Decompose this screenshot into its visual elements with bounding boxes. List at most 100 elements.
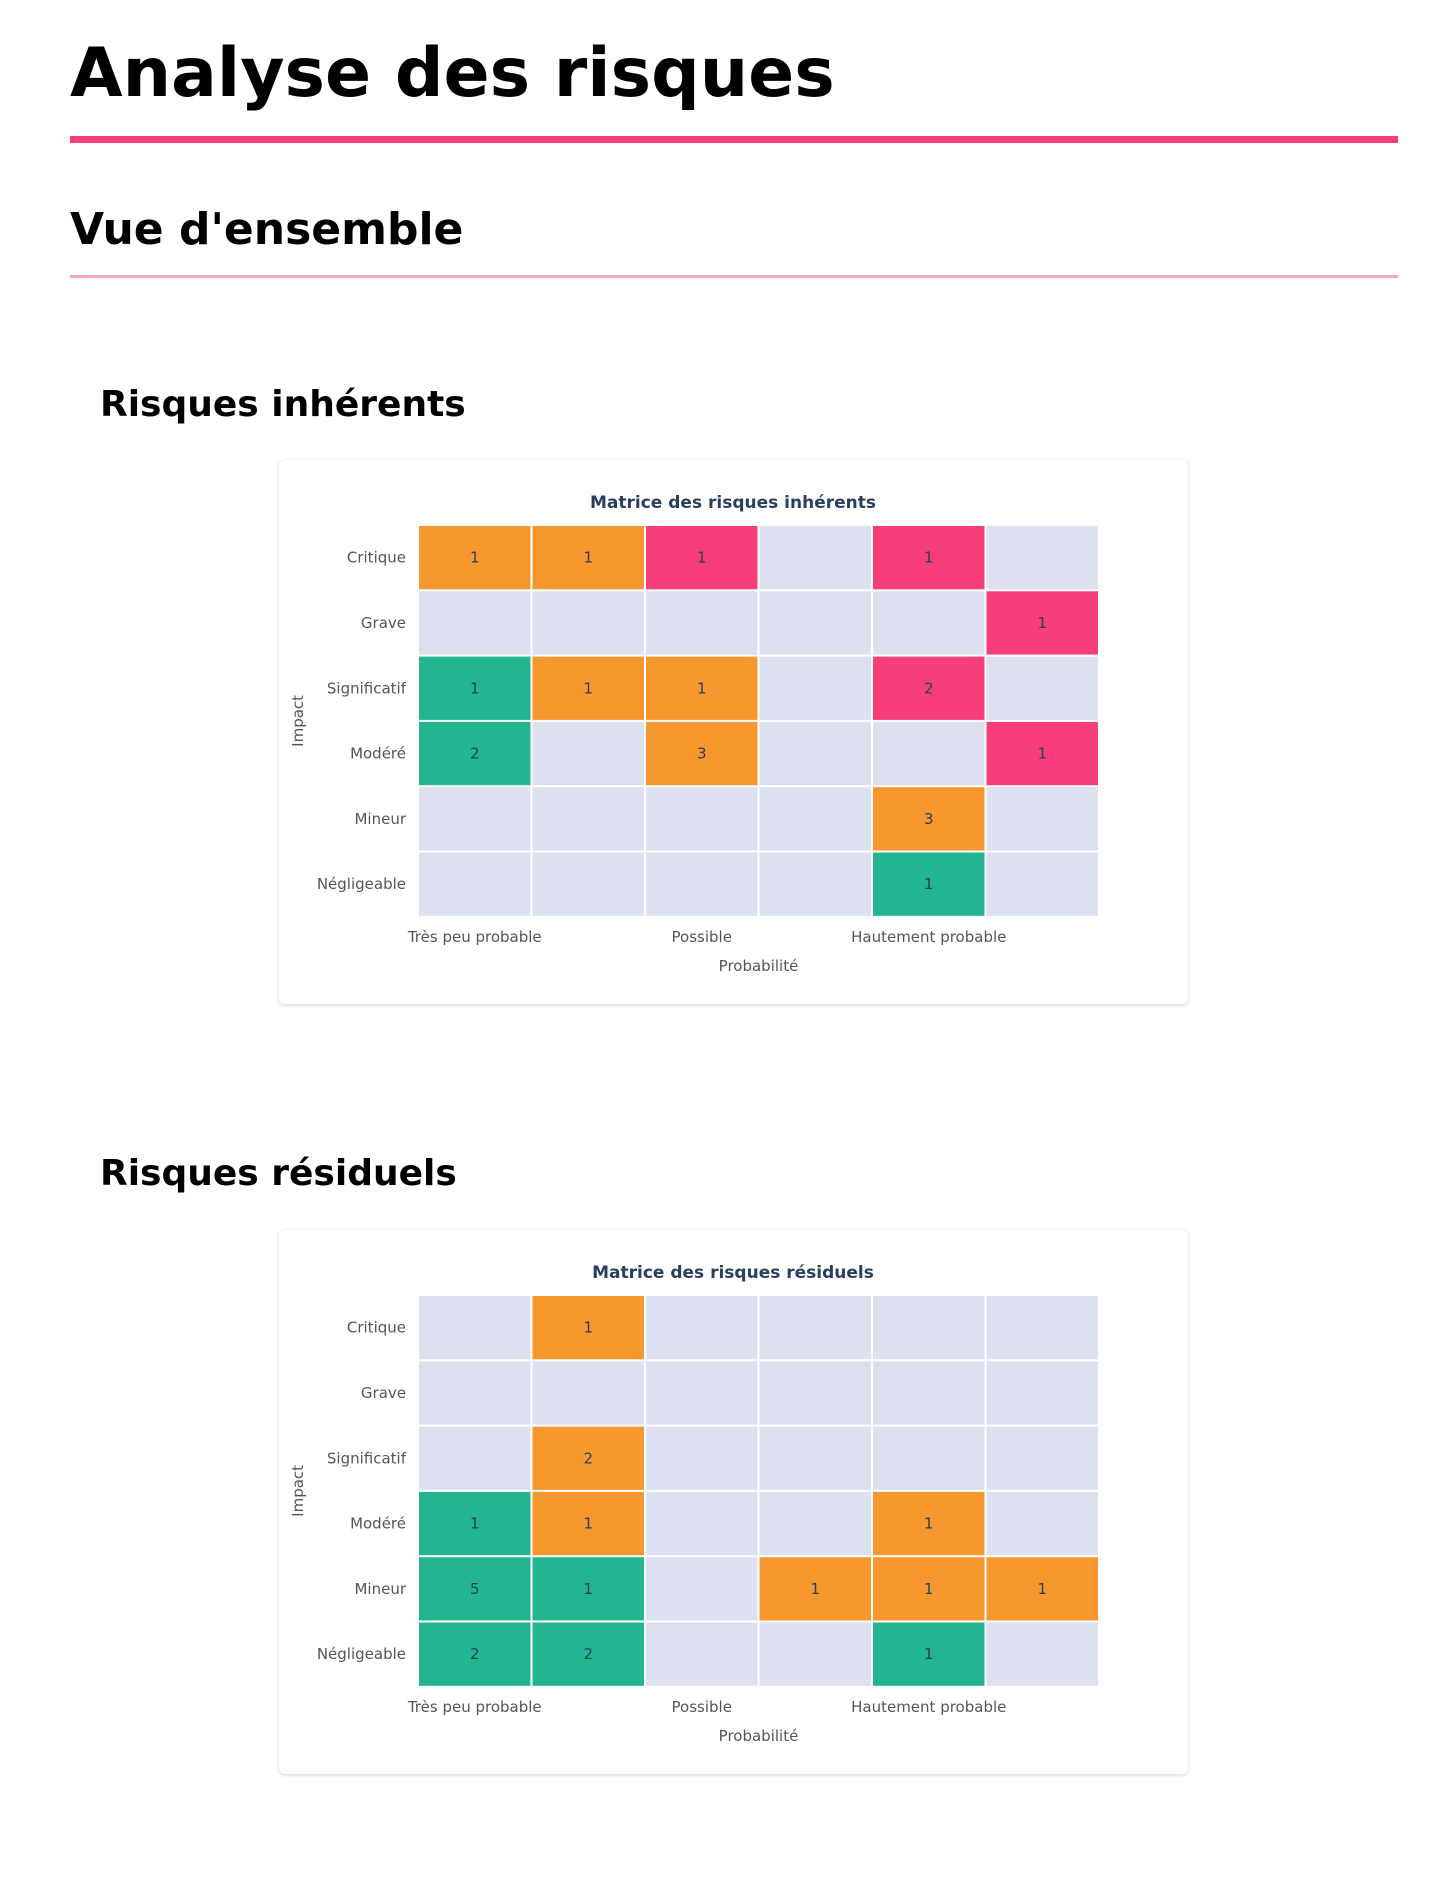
matrix-cell (986, 591, 1098, 655)
matrix-cell (419, 1426, 531, 1490)
matrix-cell (873, 1622, 985, 1686)
chart-title: Matrice des risques résiduels (592, 1263, 874, 1283)
matrix-cell (532, 591, 644, 655)
cell-count-label: 1 (583, 549, 593, 567)
matrix-cell (759, 1296, 871, 1360)
cell-count-label: 1 (583, 1580, 593, 1598)
matrix-cell (986, 1296, 1098, 1360)
y-tick-label: Mineur (354, 1580, 406, 1598)
cell-count-label: 2 (470, 1645, 480, 1663)
matrix-cell (873, 787, 985, 851)
x-tick-label: Très peu probable (407, 1698, 542, 1716)
matrix-cell (419, 1557, 531, 1621)
matrix-cell (986, 852, 1098, 916)
cell-count-label: 1 (470, 679, 480, 697)
y-tick-label: Critique (347, 549, 406, 567)
matrix-cell (759, 721, 871, 786)
matrix-cell (532, 656, 644, 720)
matrix-cell (419, 721, 531, 786)
matrix-cell (419, 1296, 531, 1360)
cell-count-label: 1 (470, 549, 480, 567)
page-title: Analyse des risques (70, 34, 835, 113)
matrix-cell (646, 787, 758, 851)
y-tick-label: Significatif (327, 1449, 407, 1467)
y-axis-label: Impact (289, 1465, 307, 1517)
matrix-cell (873, 852, 985, 916)
matrix-cell (873, 1296, 985, 1360)
matrix-cell (646, 1296, 758, 1360)
matrix-cell (419, 787, 531, 851)
residual-risk-matrix-chart: Matrice des risques résiduels 1 2 1 1 1 5 1 1 1 1 2… (289, 1263, 1098, 1745)
matrix-cell (532, 526, 644, 590)
matrix-cell (759, 1491, 871, 1556)
matrix-cell (759, 787, 871, 851)
matrix-cell (759, 1426, 871, 1490)
matrix-cell (986, 1426, 1098, 1490)
matrix-cell (986, 656, 1098, 720)
cell-count-label: 2 (924, 679, 934, 697)
matrix-cell (986, 1622, 1098, 1686)
y-tick-label: Grave (361, 614, 406, 632)
y-tick-label: Modéré (350, 745, 406, 763)
matrix-cell (646, 1361, 758, 1425)
inherent-risks-title: Risques inhérents (100, 384, 466, 425)
title-divider (70, 136, 1398, 143)
matrix-cell (532, 721, 644, 786)
matrix-cell (646, 1557, 758, 1621)
matrix-cell (419, 1491, 531, 1556)
y-tick-label: Grave (361, 1384, 406, 1402)
section-divider (70, 275, 1398, 278)
matrix-cell (646, 852, 758, 916)
matrix-cell (532, 1361, 644, 1425)
x-tick-label: Possible (672, 1698, 732, 1716)
matrix-cell (873, 526, 985, 590)
matrix-cell (532, 1491, 644, 1556)
y-tick-label: Significatif (327, 679, 407, 697)
y-tick-label: Modéré (350, 1515, 406, 1533)
matrix-cell (986, 1557, 1098, 1621)
x-tick-label: Très peu probable (407, 928, 542, 946)
matrix-cell (873, 1426, 985, 1490)
matrix-cell (986, 1491, 1098, 1556)
y-tick-label: Critique (347, 1319, 406, 1337)
cell-count-label: 3 (924, 810, 934, 828)
matrix-cell (986, 1361, 1098, 1425)
cell-count-label: 1 (810, 1580, 820, 1598)
matrix-cell (873, 656, 985, 720)
matrix-cell (419, 526, 531, 590)
cell-count-label: 1 (924, 1580, 934, 1598)
cell-count-label: 2 (583, 1449, 593, 1467)
y-tick-label: Négligeable (317, 875, 406, 893)
matrix-cell (759, 1361, 871, 1425)
matrix-cell (646, 1491, 758, 1556)
matrix-cell (759, 526, 871, 590)
matrix-cell (419, 1361, 531, 1425)
matrix-cell (873, 1491, 985, 1556)
cell-count-label: 1 (924, 1515, 934, 1533)
x-tick-label: Hautement probable (851, 928, 1006, 946)
matrix-cell (419, 1622, 531, 1686)
matrix-cell (873, 1557, 985, 1621)
matrix-cell (532, 1622, 644, 1686)
matrix-cell (759, 656, 871, 720)
x-tick-label: Hautement probable (851, 1698, 1006, 1716)
matrix-cell (646, 526, 758, 590)
matrix-cell (873, 1361, 985, 1425)
cell-count-label: 1 (1037, 745, 1047, 763)
cell-count-label: 1 (924, 549, 934, 567)
matrix-cell (759, 852, 871, 916)
cell-count-label: 5 (470, 1580, 480, 1598)
x-axis-label: Probabilité (719, 957, 799, 975)
matrix-cell (986, 787, 1098, 851)
y-tick-label: Négligeable (317, 1645, 406, 1663)
cell-count-label: 1 (1037, 1580, 1047, 1598)
matrix-cell (419, 591, 531, 655)
x-tick-label: Possible (672, 928, 732, 946)
cell-count-label: 1 (583, 1515, 593, 1533)
matrix-cell (532, 1557, 644, 1621)
matrix-cell (532, 1426, 644, 1490)
matrix-cell (532, 852, 644, 916)
cell-count-label: 2 (470, 745, 480, 763)
x-axis-label: Probabilité (719, 1727, 799, 1745)
matrix-cell (759, 591, 871, 655)
